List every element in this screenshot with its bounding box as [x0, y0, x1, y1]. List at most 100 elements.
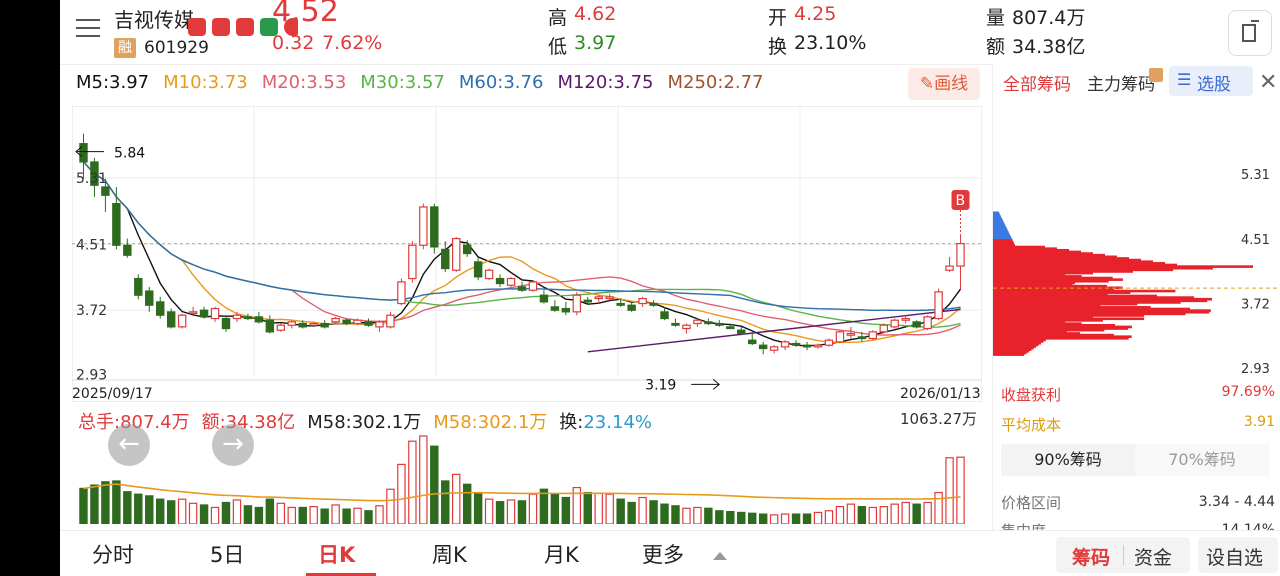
- candle: [627, 301, 636, 312]
- candle: [802, 341, 812, 351]
- volume-bar: [638, 496, 647, 524]
- candle: [484, 268, 494, 281]
- candle: [780, 340, 790, 351]
- volume-bar: [506, 499, 516, 524]
- volume-bar: [342, 508, 351, 524]
- ma30-value: M30:3.57: [360, 72, 445, 93]
- chip-bar: [993, 218, 1003, 221]
- volume-bar: [364, 510, 373, 524]
- candle-body: [912, 321, 921, 328]
- chip-bar: [993, 214, 1001, 218]
- range-value: 3.34 - 4.44: [1198, 494, 1275, 510]
- candle: [769, 345, 779, 354]
- draw-line-button[interactable]: ✎画线: [908, 68, 980, 100]
- chip-bar: [993, 242, 1015, 246]
- volume-turnover: 23.14%: [583, 412, 652, 433]
- menu-icon[interactable]: [74, 14, 102, 42]
- candle-body: [758, 344, 768, 350]
- volume-bar: [660, 503, 669, 524]
- tab-all-chips[interactable]: 全部筹码: [1003, 75, 1071, 95]
- chip-bar: [993, 346, 1034, 350]
- candle: [649, 300, 658, 307]
- volume-turnover-label: 换:: [559, 412, 584, 433]
- volume-bar: [528, 493, 538, 524]
- chip70-tab[interactable]: 70%筹码: [1135, 444, 1269, 476]
- candle-body: [484, 269, 494, 280]
- tab-more[interactable]: 更多: [642, 543, 684, 567]
- volume-bar: [846, 503, 856, 524]
- chip-bar: [993, 317, 1145, 321]
- prev-arrow-icon[interactable]: ←: [108, 424, 150, 466]
- tab-weekly-k[interactable]: 周K: [432, 543, 467, 567]
- list-icon: ☰: [1177, 70, 1192, 89]
- candle-body: [824, 339, 834, 346]
- candle-body: [123, 244, 132, 256]
- caret-up-icon[interactable]: [712, 547, 728, 566]
- fullscreen-icon[interactable]: [1228, 10, 1272, 56]
- candle: [254, 311, 264, 324]
- volume-bar: [90, 484, 99, 524]
- candle: [824, 338, 834, 347]
- price-change-pct: 7.62%: [322, 32, 383, 54]
- chip-bar: [993, 289, 1176, 293]
- chip-bar: [993, 327, 1129, 330]
- candle: [397, 278, 406, 306]
- high-value: 4.62: [574, 3, 617, 25]
- candle: [221, 315, 231, 332]
- volume-bar: [145, 495, 154, 524]
- tab-5day[interactable]: 5日: [210, 543, 245, 567]
- volume-label: 量: [986, 7, 1006, 29]
- candle-body: [583, 299, 592, 303]
- volume-bar: [737, 511, 746, 524]
- volume-bar: [583, 491, 592, 524]
- chip-button[interactable]: 筹码: [1072, 547, 1111, 569]
- candle: [550, 300, 560, 312]
- fund-button[interactable]: 资金: [1134, 547, 1173, 569]
- volume-bar: [616, 498, 625, 524]
- candle-body: [550, 306, 560, 311]
- candle-body: [320, 322, 329, 328]
- volume-bar: [627, 501, 636, 524]
- candle: [748, 333, 757, 346]
- min-arrow-head: [712, 378, 720, 390]
- candle-body: [813, 344, 823, 348]
- candle: [495, 274, 505, 287]
- candle: [134, 274, 143, 300]
- volume-bar: [901, 501, 910, 524]
- tab-monthly-k[interactable]: 月K: [544, 543, 579, 567]
- candle-body: [693, 319, 702, 325]
- tab-main-chips[interactable]: 主力筹码: [1087, 75, 1155, 95]
- candle-body: [232, 314, 242, 320]
- tab-intraday[interactable]: 分时: [92, 543, 134, 567]
- next-arrow-icon[interactable]: →: [212, 424, 254, 466]
- volume-bar: [112, 480, 121, 524]
- close-icon[interactable]: ✕: [1259, 70, 1278, 95]
- chip-bar: [993, 244, 1015, 247]
- candle: [430, 203, 439, 254]
- candle: [616, 298, 625, 307]
- candlestick-chart[interactable]: 5.31 4.51 3.72 2.93 5.84 3.19 2025/09/17 2026/0…: [72, 106, 982, 402]
- chip-bar: [993, 291, 1131, 294]
- add-watchlist-button[interactable]: 设自选: [1198, 537, 1278, 573]
- active-tab-indicator: [306, 573, 376, 576]
- chip-bar: [993, 296, 1195, 299]
- chip-bar: [993, 258, 1141, 262]
- stock-code: 601929: [144, 38, 209, 58]
- tab-daily-k[interactable]: 日K: [318, 543, 356, 567]
- volume-m58b: M58:302.1万: [433, 412, 548, 433]
- chip90-tab[interactable]: 90%筹码: [1001, 444, 1135, 476]
- volume-bar: [375, 505, 384, 524]
- candle-body: [605, 296, 614, 300]
- candle-body: [572, 294, 582, 313]
- volume-m58: M58:302.1万: [307, 412, 422, 433]
- open-value: 4.25: [794, 3, 837, 25]
- candle-body: [441, 248, 450, 270]
- chip-bar: [993, 268, 1173, 272]
- ma250-value: M250:2.77: [667, 72, 764, 93]
- candle-body: [210, 307, 220, 320]
- chip-bar: [993, 222, 1005, 226]
- candle: [353, 318, 362, 326]
- select-stock-button[interactable]: ☰ 选股: [1169, 66, 1253, 96]
- chip-bar: [993, 328, 1105, 332]
- lock-icon: [1149, 68, 1163, 82]
